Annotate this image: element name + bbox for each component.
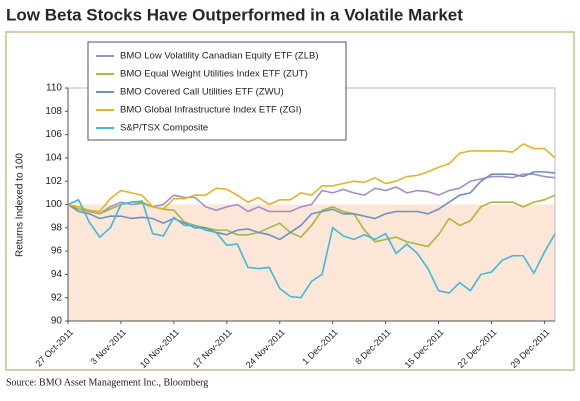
x-tick-label: 24 Nov-2011	[244, 327, 287, 370]
y-tick-label: 108	[45, 106, 62, 117]
x-tick-label: 27 Oct-2011	[33, 327, 75, 369]
series-line	[67, 194, 556, 248]
legend-label: BMO Low Volatility Canadian Equity ETF (…	[120, 51, 319, 62]
y-tick-label: 110	[46, 83, 62, 94]
y-tick-label: 92	[51, 292, 63, 303]
y-tick-label: 96	[51, 246, 63, 257]
y-tick-label: 94	[51, 269, 63, 280]
x-tick-label: 22 Dec-2011	[456, 327, 499, 370]
y-tick-label: 98	[51, 222, 63, 233]
x-tick-label: 29 Dec-2011	[508, 327, 551, 370]
legend-label: BMO Covered Call Utilities ETF (ZWU)	[120, 87, 284, 98]
y-axis-label: Returns Indexed to 100	[15, 153, 26, 257]
legend	[87, 41, 347, 141]
x-tick-label: 17 Nov-2011	[191, 327, 234, 370]
series-line	[67, 198, 556, 299]
y-tick-label: 106	[45, 129, 62, 140]
y-tick-label: 100	[45, 199, 62, 210]
source: Source: BMO Asset Management Inc., Bloom…	[6, 377, 208, 388]
x-tick-label: 3 Nov-2011	[89, 327, 129, 367]
series-line	[67, 171, 556, 241]
y-tick-label: 90	[51, 316, 63, 327]
chart-title: Low Beta Stocks Have Outperformed in a V…	[6, 5, 463, 24]
x-tick-label: 1 Dec-2011	[300, 327, 340, 367]
x-tick-label: 8 Dec-2011	[353, 327, 393, 367]
x-tick-label: 10 Nov-2011	[138, 327, 181, 370]
shade	[68, 204, 555, 321]
y-tick-label: 104	[45, 153, 62, 164]
series-line	[67, 142, 556, 213]
legend-label: BMO Global Infrastructure Index ETF (ZGI…	[120, 105, 302, 116]
legend-label: BMO Equal Weight Utilities Index ETF (ZU…	[120, 69, 308, 80]
legend-label: S&P/TSX Composite	[120, 123, 208, 134]
x-tick-label: 15 Dec-2011	[403, 327, 446, 370]
y-tick-label: 102	[45, 176, 62, 187]
frame	[5, 31, 575, 371]
